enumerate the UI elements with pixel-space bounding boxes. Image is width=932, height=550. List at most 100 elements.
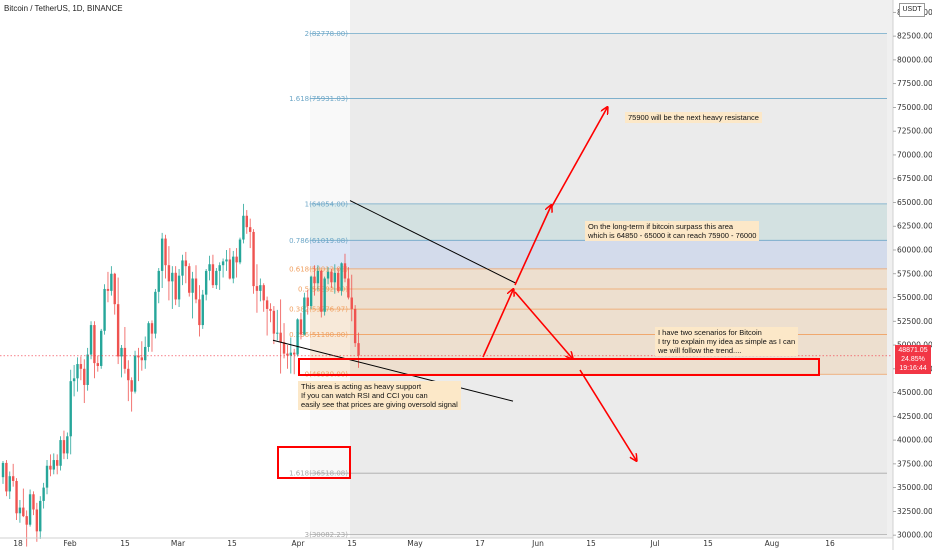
candle-body: [248, 227, 252, 232]
candle-body: [66, 436, 69, 454]
fib-level-label: 1.618(36518.08): [289, 470, 348, 478]
candle-body: [279, 332, 282, 343]
price-change: 24.85%: [901, 356, 925, 363]
fib-level-label: 0.618(58013.03): [289, 265, 348, 273]
price-tick-label: 42500.00: [897, 412, 932, 421]
time-tick-label: 15: [227, 539, 237, 548]
price-tick-label: 65000.00: [897, 198, 932, 207]
price-tick-label: 62500.00: [897, 222, 932, 231]
fib-level-label: 0.236(51100.00): [289, 331, 348, 339]
time-tick-label: 15: [120, 539, 130, 548]
candle-body: [296, 319, 299, 355]
candle-body: [144, 346, 147, 361]
candle-body: [83, 368, 86, 385]
note-scenarios: I have two scenarios for Bitcoin I try t…: [655, 327, 799, 356]
candle-body: [22, 507, 25, 517]
fib-level-label: 2(82778.00): [305, 30, 349, 38]
candle-body: [167, 265, 171, 282]
candle-body: [272, 310, 276, 334]
time-tick-label: 15: [586, 539, 596, 548]
current-price: 48871.05: [898, 347, 928, 354]
price-tick-label: 40000.00: [897, 436, 932, 445]
candle-body: [171, 272, 174, 282]
note-support: This area is acting as heavy support If …: [298, 381, 461, 410]
candle-body: [330, 271, 333, 283]
candle-body: [89, 325, 93, 355]
price-tick-label: 82500.00: [897, 32, 932, 41]
candle-body: [120, 347, 123, 357]
candle-body: [15, 480, 18, 514]
candle-body: [252, 231, 255, 287]
candle-body: [255, 286, 259, 291]
time-tick-label: 17: [475, 539, 485, 548]
candle-body: [343, 263, 347, 279]
support-zone-box: [298, 358, 820, 376]
arrow-segment-1: [482, 290, 513, 358]
price-tick-label: 75000.00: [897, 103, 932, 112]
price-tick-label: 32500.00: [897, 507, 932, 516]
time-tick-label: Jul: [649, 539, 659, 548]
candle-body: [201, 294, 204, 326]
candle-body: [289, 352, 293, 356]
candle-body: [39, 500, 42, 532]
candle-body: [198, 299, 201, 326]
candle-body: [299, 319, 303, 335]
arrow-segment-2: [514, 206, 551, 286]
fib-level-label: 1(64854.00): [305, 200, 349, 208]
candle-body: [282, 342, 286, 354]
candle-body: [323, 278, 326, 312]
candles: [1, 203, 360, 547]
candle-body: [218, 265, 221, 271]
candle-body: [130, 380, 133, 392]
candle-body: [232, 256, 235, 279]
arrow-bearish-target: [579, 369, 636, 460]
price-tick-label: 80000.00: [897, 55, 932, 64]
candle-body: [35, 509, 39, 532]
candle-body: [1, 462, 5, 478]
time-tick-label: Jun: [531, 539, 544, 548]
price-tick-label: 70000.00: [897, 150, 932, 159]
candle-body: [357, 343, 360, 356]
candle-body: [269, 308, 272, 311]
candle-body: [55, 460, 59, 466]
price-axis-panel: [893, 0, 932, 550]
candle-body: [49, 465, 52, 470]
candle-body: [265, 300, 269, 309]
candle-body: [127, 368, 130, 381]
candle-body: [350, 297, 353, 309]
candle-body: [333, 272, 337, 283]
candle-body: [286, 353, 289, 356]
time-tick-label: 15: [347, 539, 357, 548]
candle-body: [208, 264, 211, 271]
candle-body: [110, 273, 113, 291]
time-tick-label: Mar: [171, 539, 186, 548]
fib-level-label: 0.5(55892.00): [298, 286, 348, 294]
candle-body: [96, 363, 100, 366]
time-tick-label: Aug: [765, 539, 780, 548]
candle-body: [194, 278, 198, 300]
support-trendline: [272, 339, 514, 402]
price-tick-label: 52500.00: [897, 317, 932, 326]
candle-body: [340, 263, 343, 291]
candle-body: [353, 308, 357, 344]
candle-body: [259, 285, 262, 291]
time-tick-label: Feb: [63, 539, 77, 548]
candle-body: [181, 260, 184, 276]
candle-body: [140, 357, 144, 361]
candle-body: [174, 272, 177, 300]
candle-body: [306, 297, 309, 307]
time-tick-label: May: [407, 539, 423, 548]
currency-button[interactable]: USDT: [899, 3, 925, 17]
candle-body: [215, 270, 218, 286]
time-tick-label: Apr: [292, 539, 306, 548]
candle-body: [5, 462, 8, 492]
candle-body: [93, 325, 96, 364]
candle-body: [28, 494, 32, 525]
candle-body: [45, 465, 49, 488]
candle-body: [320, 270, 323, 312]
candle-body: [309, 276, 313, 307]
time-tick-label: 18: [13, 539, 23, 548]
target-zone-box: [277, 446, 351, 479]
